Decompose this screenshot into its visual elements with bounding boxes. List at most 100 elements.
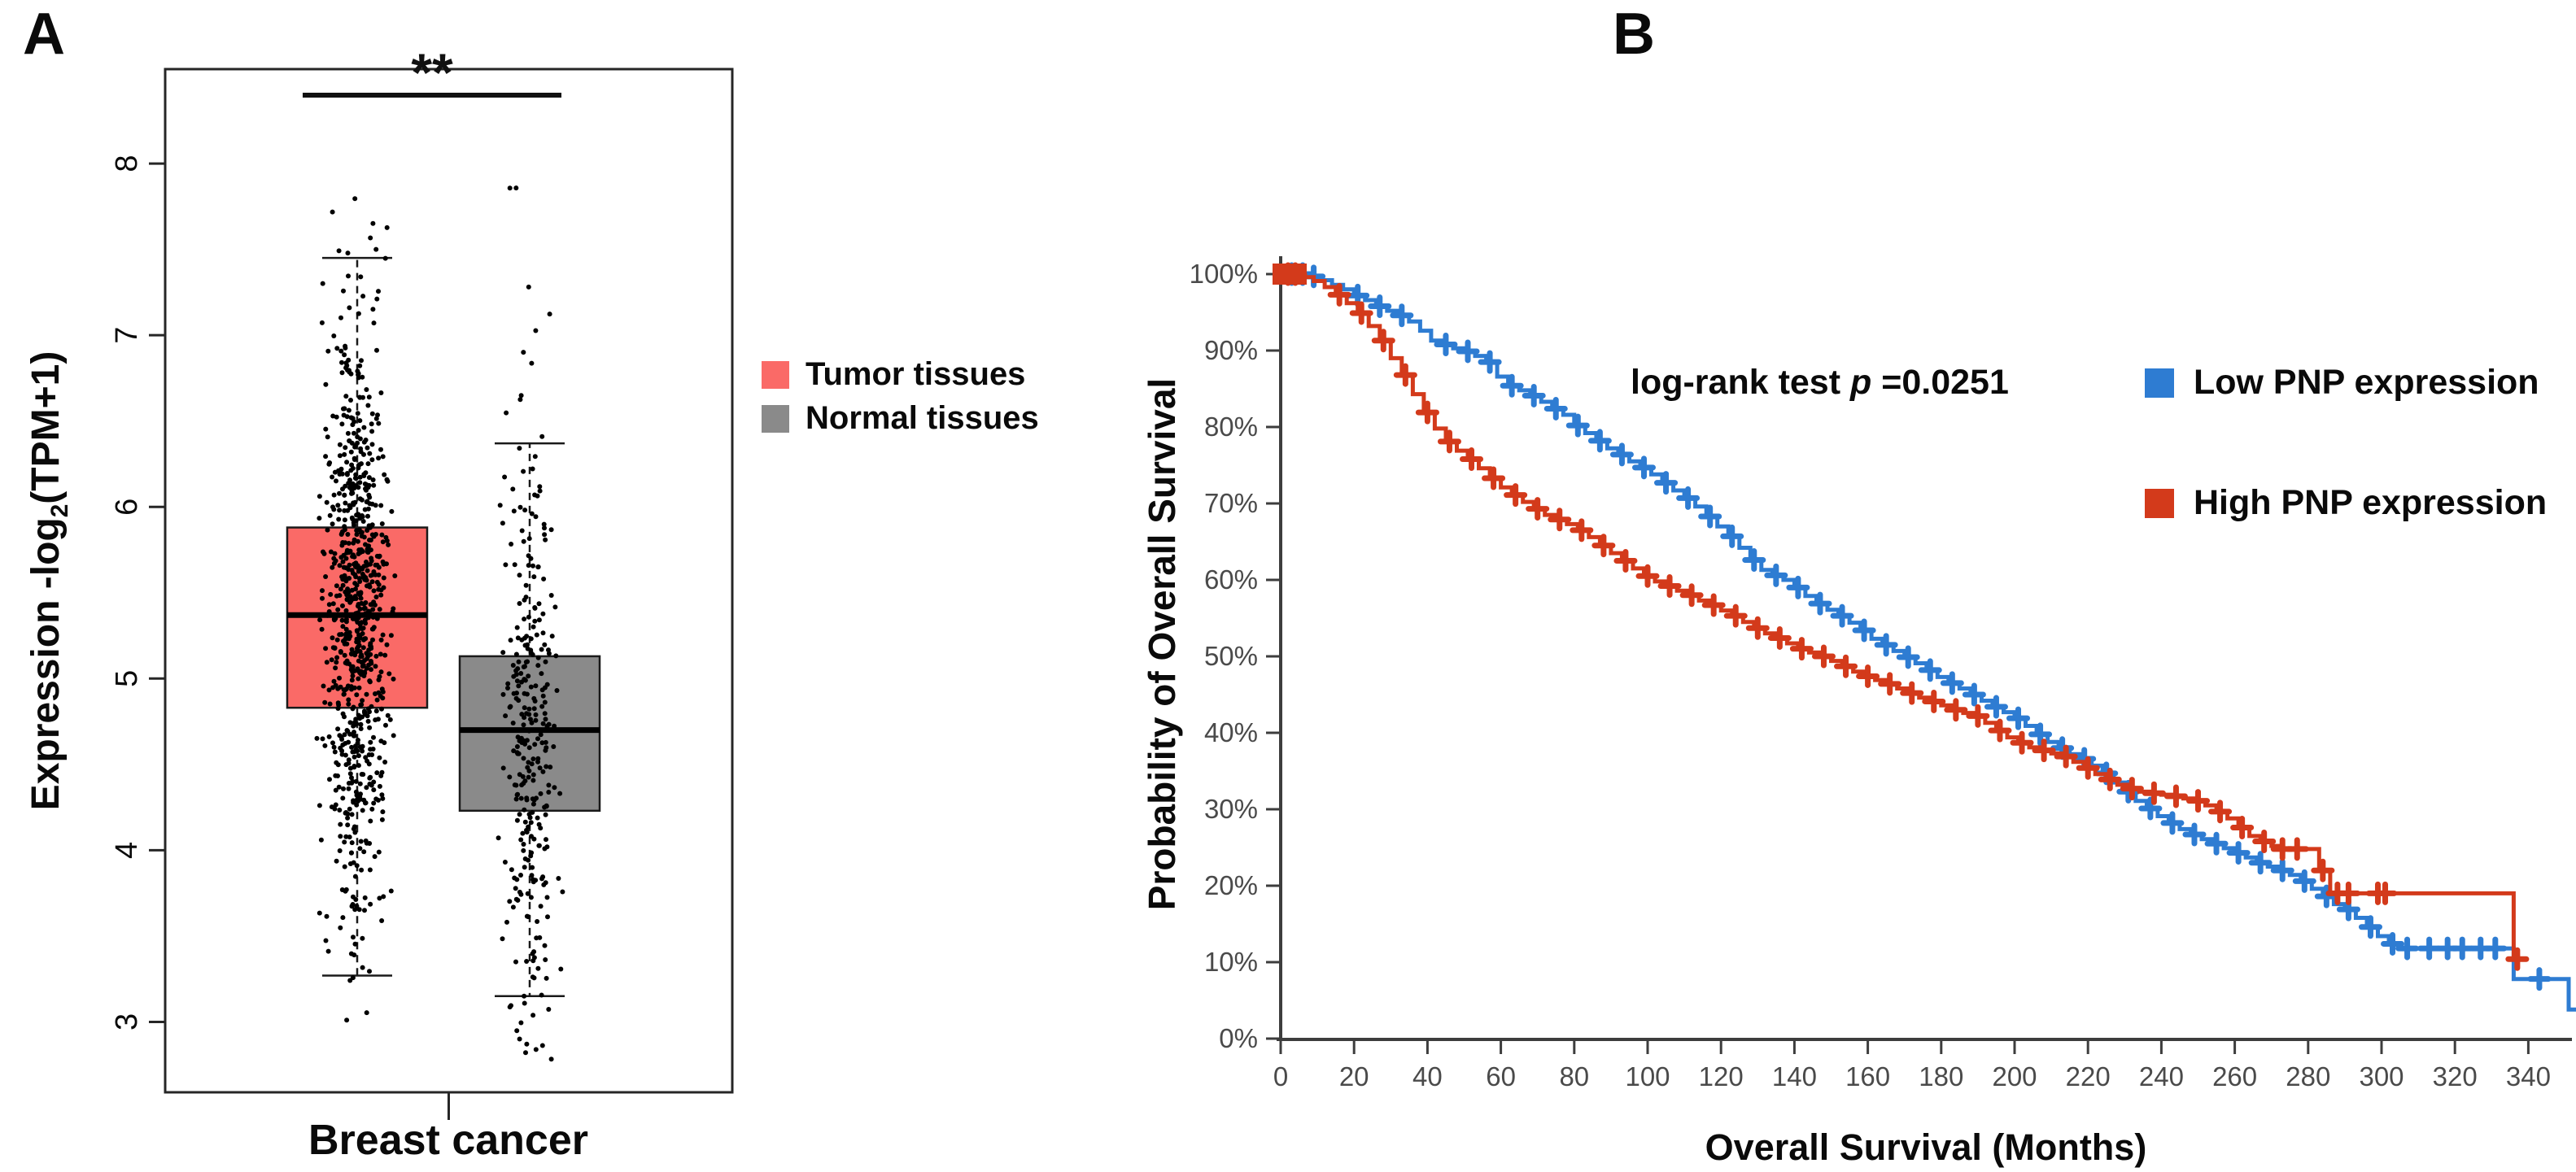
data-point [338, 649, 343, 654]
y-tick-label: 40% [1204, 717, 1258, 747]
data-point [338, 348, 344, 354]
data-point [374, 553, 380, 559]
data-point [362, 507, 368, 512]
y-tick-label: 0% [1219, 1023, 1258, 1053]
data-point [343, 394, 349, 399]
data-point [318, 837, 324, 843]
data-point [556, 876, 561, 881]
data-point [368, 818, 373, 824]
data-point [353, 472, 359, 477]
data-point [370, 307, 376, 312]
data-point [342, 839, 347, 845]
x-tick-label: 40 [1412, 1061, 1443, 1091]
data-point [353, 743, 358, 749]
panel-a-letter: A [23, 2, 65, 67]
data-point [521, 847, 526, 853]
x-tick-label: 320 [2433, 1061, 2478, 1091]
y-tick-label: 10% [1204, 947, 1258, 977]
data-point [350, 465, 356, 471]
data-point [372, 854, 378, 860]
x-tick-label: 180 [1919, 1061, 1963, 1091]
data-point [344, 460, 350, 465]
x-tick-label: 20 [1339, 1061, 1369, 1091]
data-point [320, 736, 325, 742]
data-point [375, 412, 380, 418]
data-point [536, 601, 542, 607]
data-point [331, 678, 337, 684]
data-point [368, 602, 373, 608]
significance-stars: ** [411, 42, 453, 102]
panel-a-boxplot: 3 4 5 6 7 8 ** [110, 42, 734, 1120]
data-point [354, 528, 360, 534]
data-point [528, 820, 534, 826]
data-point [332, 469, 338, 475]
data-point [384, 642, 390, 647]
censor-marks [1276, 262, 2530, 971]
data-point [380, 454, 386, 460]
data-point [516, 751, 522, 756]
data-point [334, 583, 339, 589]
data-point [333, 616, 338, 621]
data-point [370, 747, 376, 752]
data-point [377, 755, 382, 760]
x-tick-label: 260 [2212, 1061, 2257, 1091]
x-tick-label: 0 [1273, 1061, 1288, 1091]
data-point [534, 795, 539, 801]
data-point [337, 563, 343, 569]
data-point [528, 853, 534, 859]
data-point [509, 867, 514, 873]
data-point [533, 1047, 539, 1052]
data-point [346, 541, 351, 546]
data-point [327, 512, 333, 518]
data-point [518, 393, 524, 399]
data-point [360, 374, 365, 380]
data-point [366, 582, 372, 588]
data-point [537, 935, 543, 940]
data-point [339, 617, 345, 623]
data-point [369, 752, 375, 757]
tumor-legend-label: Tumor tissues [806, 356, 1026, 392]
data-point [349, 487, 355, 493]
data-point [354, 721, 360, 726]
data-point [526, 614, 531, 620]
data-point [327, 460, 333, 465]
data-point [518, 837, 524, 843]
data-point [379, 817, 385, 822]
data-point [346, 697, 351, 703]
data-point [362, 605, 368, 611]
data-point [542, 532, 548, 538]
data-point [350, 673, 356, 678]
log-rank-annotation: log-rank test p =0.0251 [1631, 363, 2009, 403]
data-point [352, 581, 358, 586]
data-point [535, 759, 540, 765]
data-point [507, 774, 513, 780]
x-tick-label: 300 [2359, 1061, 2404, 1091]
data-point [365, 445, 370, 451]
data-point [349, 587, 355, 593]
data-point [356, 644, 361, 650]
data-point [363, 755, 369, 760]
data-point [517, 573, 522, 578]
data-point [348, 371, 354, 377]
data-point [357, 649, 363, 654]
data-point [528, 636, 534, 642]
data-point [357, 621, 363, 627]
data-point [344, 592, 350, 598]
data-point [378, 651, 383, 657]
data-point [378, 447, 383, 452]
data-point [326, 687, 332, 693]
data-point [515, 791, 521, 797]
data-point [535, 965, 541, 971]
data-point [518, 671, 524, 676]
data-point [526, 563, 531, 569]
data-point [379, 918, 385, 923]
data-point [343, 887, 349, 892]
data-point [321, 549, 325, 555]
data-point [524, 830, 530, 835]
data-point [391, 676, 396, 682]
data-point [340, 582, 346, 588]
data-point [371, 320, 377, 326]
data-point [361, 473, 367, 478]
panel-a-x-category: Breast cancer [308, 1117, 588, 1164]
data-point [351, 730, 356, 735]
